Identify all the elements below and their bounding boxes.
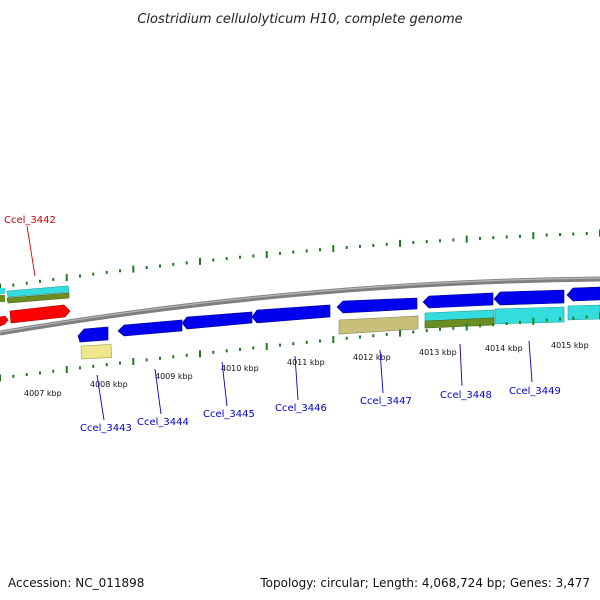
scale-label: 4014 kbp: [485, 344, 523, 353]
scale-label: 4011 kbp: [287, 358, 325, 367]
reverse-features: [77, 286, 600, 360]
forward-cds-cyan: [6, 285, 70, 298]
reverse-gene-ccel-3446: [251, 304, 331, 324]
reverse-cds-paleyellow-3443: [80, 344, 112, 360]
gene-label-ccel-3443: Ccel_3443: [80, 423, 132, 434]
leader-line-ccel-3443: [96, 374, 105, 421]
inner-tick-marks: [0, 312, 600, 382]
outer-tick-marks: [0, 229, 600, 291]
gene-label-ccel-3444: Ccel_3444: [137, 417, 189, 428]
reverse-cds-khaki-3447: [338, 315, 419, 335]
reverse-cds-cyan-right: [567, 304, 600, 321]
reverse-gene-ccel-3445: [181, 311, 253, 330]
forward-cds-olive: [6, 292, 70, 304]
reverse-cds-cyan-3449: [494, 306, 565, 325]
forward-gene-left: [0, 315, 9, 327]
gene-label-ccel-3447: Ccel_3447: [360, 396, 412, 407]
leader-line-ccel-3447: [379, 349, 384, 394]
gene-label-ccel-3442: Ccel_3442: [4, 215, 56, 226]
leader-line-ccel-3448: [459, 343, 463, 387]
forward-cds-olive-left: [0, 295, 5, 302]
gene-label-ccel-3449: Ccel_3449: [509, 386, 561, 397]
scale-label: 4012 kbp: [353, 353, 391, 362]
gene-label-ccel-3446: Ccel_3446: [275, 403, 327, 414]
scale-label: 4015 kbp: [551, 341, 589, 350]
leader-line-ccel-3449: [528, 340, 533, 383]
leader-line-ccel-3446: [294, 355, 299, 401]
genome-title: Clostridium cellulolyticum H10, complete…: [137, 12, 462, 27]
accession-text: Accession: NC_011898: [8, 576, 145, 590]
leader-line-ccel-3442: [26, 225, 36, 277]
gene-label-ccel-3445: Ccel_3445: [203, 409, 255, 420]
leader-line-ccel-3445: [221, 361, 228, 407]
topology-text: Topology: circular; Length: 4,068,724 bp…: [260, 576, 590, 590]
reverse-gene-ccel-3447: [336, 297, 418, 314]
scale-label: 4010 kbp: [221, 364, 259, 373]
forward-gene-ccel-3442: [9, 304, 71, 324]
forward-features: [0, 285, 71, 327]
leader-line-ccel-3444: [154, 368, 162, 415]
genome-backbone: [0, 276, 600, 336]
gene-leader-lines: [26, 225, 533, 421]
gene-labels: Ccel_3442 Ccel_3443 Ccel_3444 Ccel_3445 …: [4, 215, 561, 434]
forward-cds-cyan-left: [0, 288, 5, 294]
reverse-gene-right: [566, 286, 600, 302]
scale-labels: 4007 kbp 4008 kbp 4009 kbp 4010 kbp 4011…: [24, 341, 589, 398]
reverse-gene-ccel-3448: [422, 292, 494, 309]
scale-label: 4007 kbp: [24, 389, 62, 398]
reverse-gene-ccel-3443: [77, 326, 109, 343]
genome-backbone-highlight: [0, 277, 600, 333]
reverse-gene-ccel-3449: [493, 289, 565, 306]
scale-label: 4009 kbp: [155, 372, 193, 381]
reverse-gene-ccel-3444: [117, 319, 183, 337]
scale-label: 4013 kbp: [419, 348, 457, 357]
gene-label-ccel-3448: Ccel_3448: [440, 390, 492, 401]
scale-label: 4008 kbp: [90, 380, 128, 389]
